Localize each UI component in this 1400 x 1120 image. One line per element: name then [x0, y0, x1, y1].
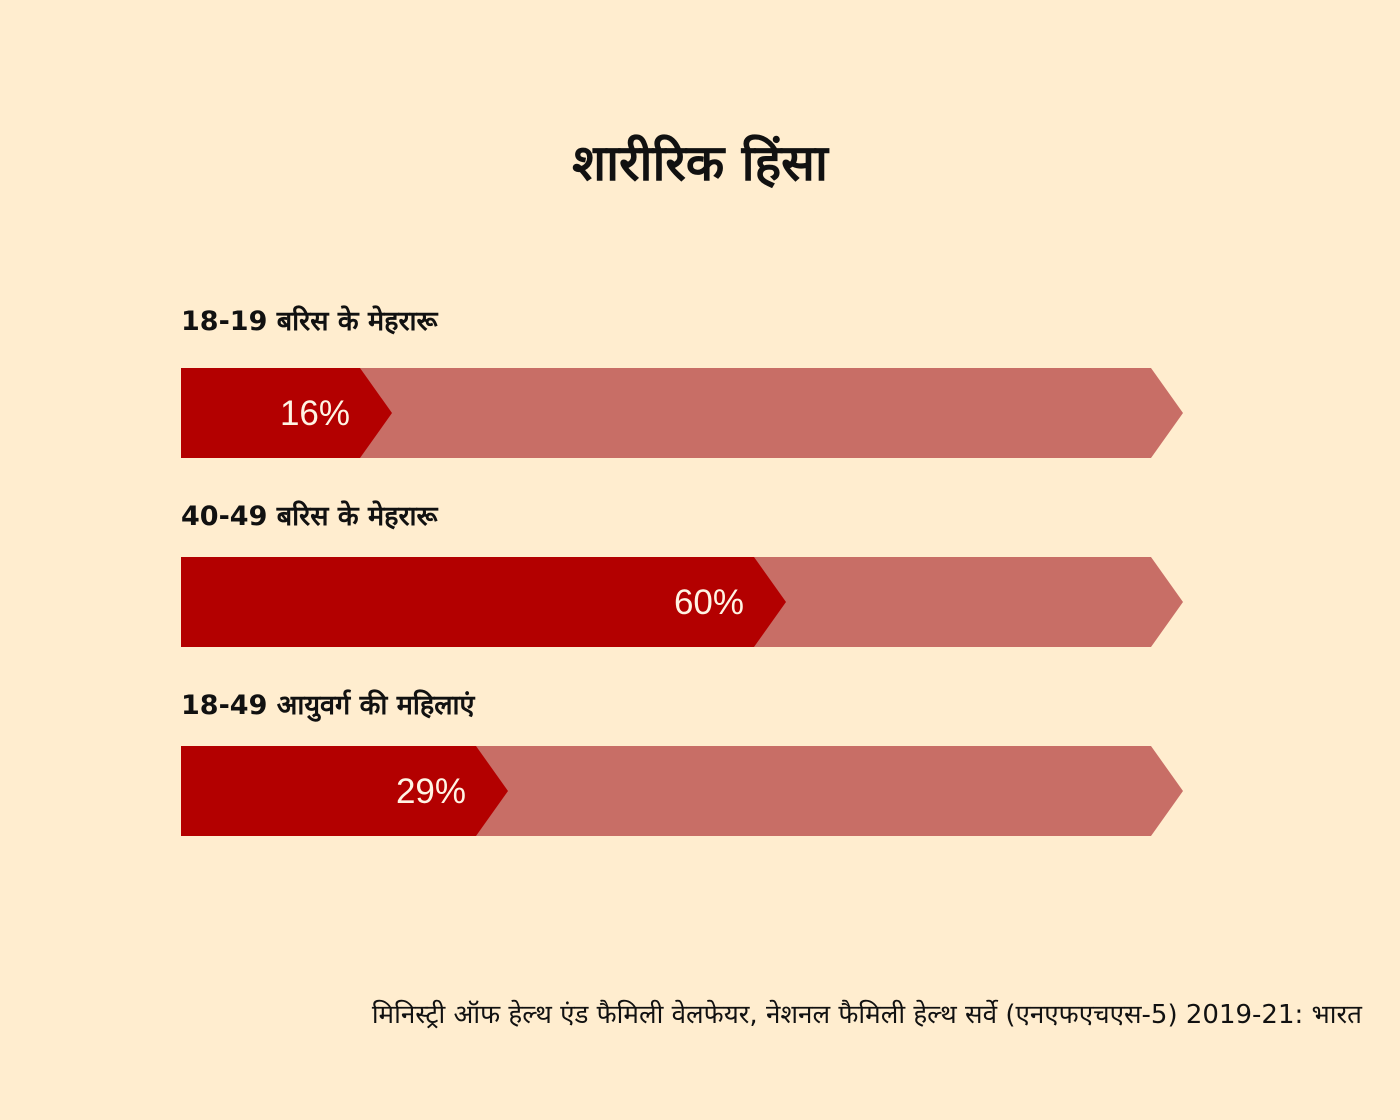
- data-label: 29%: [396, 772, 466, 811]
- bar-fill: [181, 746, 508, 836]
- data-label: 60%: [674, 583, 744, 622]
- bar-track: [181, 368, 1183, 458]
- source-note: मिनिस्ट्री ऑफ हेल्थ एंड फैमिली वेलफेयर, …: [371, 1000, 1362, 1030]
- bar-row-svg: 60%: [181, 557, 1183, 647]
- chart-title: शारीरिक हिंसा: [572, 134, 828, 192]
- bar-row-svg: 16%: [181, 368, 1183, 458]
- data-label: 16%: [280, 394, 350, 433]
- bar-fill: [181, 557, 786, 647]
- category-label: 18-49 आयुवर्ग की महिलाएं: [181, 690, 475, 721]
- bar-row-svg: 29%: [181, 746, 1183, 836]
- category-label: 18-19 बरिस के मेहरारू: [181, 306, 438, 337]
- category-label: 40-49 बरिस के मेहरारू: [181, 501, 438, 532]
- bar-fill: [181, 368, 392, 458]
